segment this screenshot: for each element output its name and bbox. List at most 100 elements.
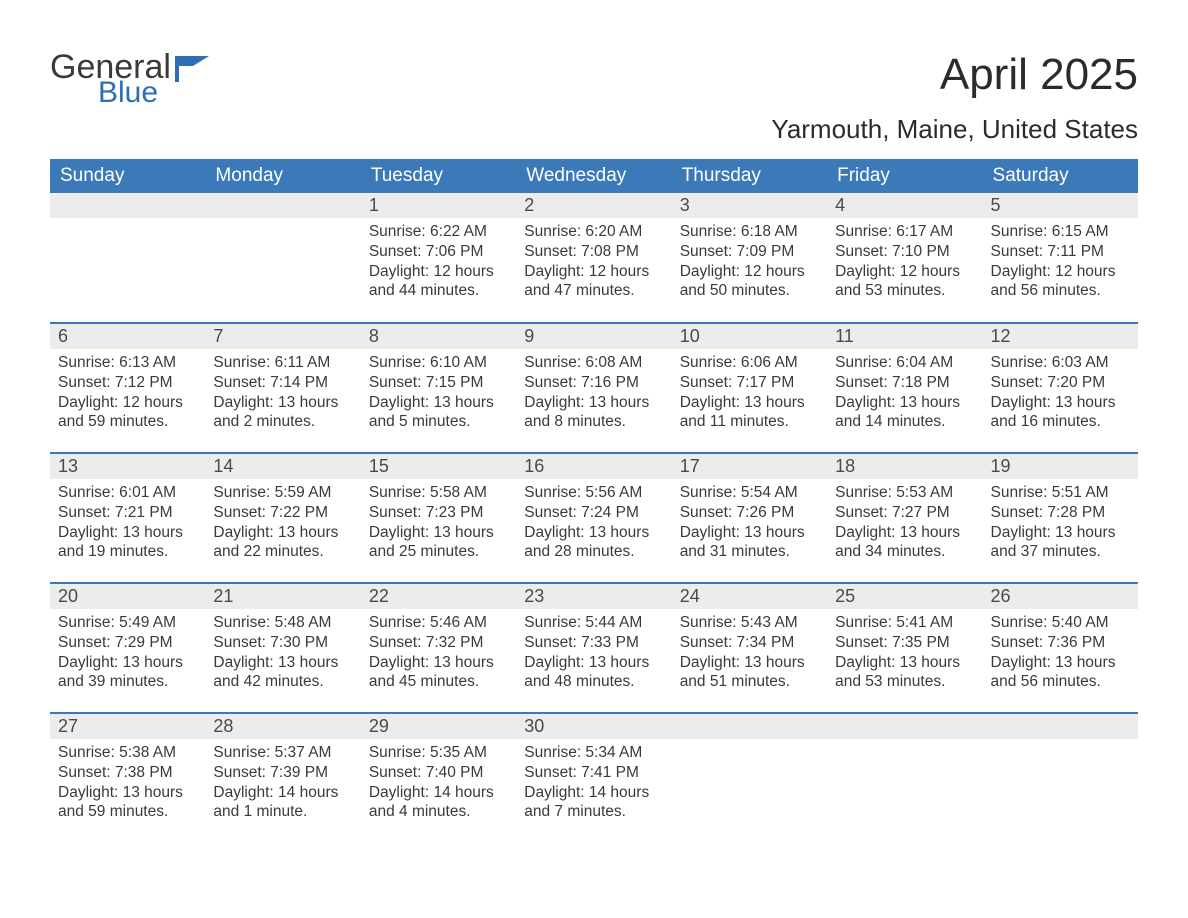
- day-number: 18: [827, 454, 982, 479]
- location: Yarmouth, Maine, United States: [50, 114, 1138, 145]
- calendar-day-cell: 6Sunrise: 6:13 AMSunset: 7:12 PMDaylight…: [50, 323, 205, 453]
- daylight-line: Daylight: 13 hours and 22 minutes.: [213, 523, 352, 563]
- day-details: Sunrise: 6:04 AMSunset: 7:18 PMDaylight:…: [827, 349, 982, 440]
- calendar-day-cell: 7Sunrise: 6:11 AMSunset: 7:14 PMDaylight…: [205, 323, 360, 453]
- sunset-line: Sunset: 7:23 PM: [369, 503, 508, 523]
- calendar-day-cell: 8Sunrise: 6:10 AMSunset: 7:15 PMDaylight…: [361, 323, 516, 453]
- calendar-day-cell: 18 Sunrise: 5:53 AMSunset: 7:27 PMDayligh…: [827, 453, 982, 583]
- calendar-day-cell: 4Sunrise: 6:17 AMSunset: 7:10 PMDaylight…: [827, 193, 982, 323]
- day-number: 7: [205, 324, 360, 349]
- daylight-line: Daylight: 13 hours and 53 minutes.: [835, 653, 974, 693]
- calendar-day-cell: [983, 713, 1138, 843]
- calendar-day-cell: 1Sunrise: 6:22 AMSunset: 7:06 PMDaylight…: [361, 193, 516, 323]
- daylight-line: Daylight: 13 hours and 45 minutes.: [369, 653, 508, 693]
- sunrise-line: Sunrise: 5:56 AM: [524, 483, 663, 503]
- daylight-line: Daylight: 13 hours and 51 minutes.: [680, 653, 819, 693]
- calendar-day-cell: 16Sunrise: 5:56 AMSunset: 7:24 PMDayligh…: [516, 453, 671, 583]
- calendar-day-cell: 2Sunrise: 6:20 AMSunset: 7:08 PMDaylight…: [516, 193, 671, 323]
- day-details: Sunrise: 5:54 AMSunset: 7:26 PMDaylight:…: [672, 479, 827, 570]
- day-details: Sunrise: 5:38 AMSunset: 7:38 PMDaylight:…: [50, 739, 205, 830]
- day-details: Sunrise: 5:49 AMSunset: 7:29 PMDaylight:…: [50, 609, 205, 700]
- sunrise-line: Sunrise: 5:58 AM: [369, 483, 508, 503]
- day-number-bar: [205, 193, 360, 218]
- weekday-header-row: SundayMondayTuesdayWednesdayThursdayFrid…: [50, 159, 1138, 193]
- weekday-header: Tuesday: [361, 159, 516, 193]
- day-number-bar: [50, 193, 205, 218]
- sunrise-line: Sunrise: 6:15 AM: [991, 222, 1130, 242]
- calendar-week: 6Sunrise: 6:13 AMSunset: 7:12 PMDaylight…: [50, 323, 1138, 453]
- sunrise-line: Sunrise: 5:38 AM: [58, 743, 197, 763]
- sunset-line: Sunset: 7:11 PM: [991, 242, 1130, 262]
- daylight-line: Daylight: 13 hours and 56 minutes.: [991, 653, 1130, 693]
- daylight-line: Daylight: 13 hours and 25 minutes.: [369, 523, 508, 563]
- calendar-week: 20Sunrise: 5:49 AMSunset: 7:29 PMDayligh…: [50, 583, 1138, 713]
- sunset-line: Sunset: 7:10 PM: [835, 242, 974, 262]
- day-details: Sunrise: 5:56 AMSunset: 7:24 PMDaylight:…: [516, 479, 671, 570]
- daylight-line: Daylight: 12 hours and 56 minutes.: [991, 262, 1130, 302]
- sunset-line: Sunset: 7:09 PM: [680, 242, 819, 262]
- calendar-week: 27Sunrise: 5:38 AMSunset: 7:38 PMDayligh…: [50, 713, 1138, 843]
- sunset-line: Sunset: 7:32 PM: [369, 633, 508, 653]
- sunrise-line: Sunrise: 6:17 AM: [835, 222, 974, 242]
- day-details: Sunrise: 5:44 AMSunset: 7:33 PMDaylight:…: [516, 609, 671, 700]
- sunset-line: Sunset: 7:30 PM: [213, 633, 352, 653]
- weekday-header: Saturday: [983, 159, 1138, 193]
- daylight-line: Daylight: 14 hours and 7 minutes.: [524, 783, 663, 823]
- calendar-day-cell: 26Sunrise: 5:40 AMSunset: 7:36 PMDayligh…: [983, 583, 1138, 713]
- calendar-day-cell: 10Sunrise: 6:06 AMSunset: 7:17 PMDayligh…: [672, 323, 827, 453]
- weekday-header: Monday: [205, 159, 360, 193]
- day-details: Sunrise: 5:46 AMSunset: 7:32 PMDaylight:…: [361, 609, 516, 700]
- day-details: Sunrise: 5:59 AMSunset: 7:22 PMDaylight:…: [205, 479, 360, 570]
- sunrise-line: Sunrise: 5:53 AM: [835, 483, 974, 503]
- day-number: 6: [50, 324, 205, 349]
- daylight-line: Daylight: 12 hours and 44 minutes.: [369, 262, 508, 302]
- day-number: 14: [205, 454, 360, 479]
- day-number: 29: [361, 714, 516, 739]
- sunset-line: Sunset: 7:20 PM: [991, 373, 1130, 393]
- day-details: Sunrise: 6:13 AMSunset: 7:12 PMDaylight:…: [50, 349, 205, 440]
- calendar-day-cell: [205, 193, 360, 323]
- sunset-line: Sunset: 7:38 PM: [58, 763, 197, 783]
- calendar-day-cell: 15 Sunrise: 5:58 AMSunset: 7:23 PMDayligh…: [361, 453, 516, 583]
- sunset-line: Sunset: 7:27 PM: [835, 503, 974, 523]
- sunset-line: Sunset: 7:21 PM: [58, 503, 197, 523]
- day-number: 24: [672, 584, 827, 609]
- sunset-line: Sunset: 7:41 PM: [524, 763, 663, 783]
- calendar-day-cell: 14Sunrise: 5:59 AMSunset: 7:22 PMDayligh…: [205, 453, 360, 583]
- daylight-line: Daylight: 13 hours and 14 minutes.: [835, 393, 974, 433]
- calendar-day-cell: 29Sunrise: 5:35 AMSunset: 7:40 PMDayligh…: [361, 713, 516, 843]
- calendar-day-cell: 12Sunrise: 6:03 AMSunset: 7:20 PMDayligh…: [983, 323, 1138, 453]
- calendar-day-cell: 20Sunrise: 5:49 AMSunset: 7:29 PMDayligh…: [50, 583, 205, 713]
- sunrise-line: Sunrise: 5:59 AM: [213, 483, 352, 503]
- day-number: 23: [516, 584, 671, 609]
- day-number: 10: [672, 324, 827, 349]
- logo: General Blue: [50, 50, 209, 108]
- day-number: 16: [516, 454, 671, 479]
- day-number: 28: [205, 714, 360, 739]
- day-details: Sunrise: 6:22 AMSunset: 7:06 PMDaylight:…: [361, 218, 516, 309]
- sunrise-line: Sunrise: 5:46 AM: [369, 613, 508, 633]
- logo-text: General Blue: [50, 50, 171, 108]
- daylight-line: Daylight: 13 hours and 16 minutes.: [991, 393, 1130, 433]
- day-number: 13: [50, 454, 205, 479]
- sunset-line: Sunset: 7:34 PM: [680, 633, 819, 653]
- calendar-day-cell: 17Sunrise: 5:54 AMSunset: 7:26 PMDayligh…: [672, 453, 827, 583]
- sunrise-line: Sunrise: 5:44 AM: [524, 613, 663, 633]
- daylight-line: Daylight: 13 hours and 11 minutes.: [680, 393, 819, 433]
- header: General Blue April 2025: [50, 50, 1138, 108]
- sunset-line: Sunset: 7:24 PM: [524, 503, 663, 523]
- daylight-line: Daylight: 13 hours and 34 minutes.: [835, 523, 974, 563]
- sunrise-line: Sunrise: 6:13 AM: [58, 353, 197, 373]
- calendar-day-cell: 24Sunrise: 5:43 AMSunset: 7:34 PMDayligh…: [672, 583, 827, 713]
- daylight-line: Daylight: 13 hours and 8 minutes.: [524, 393, 663, 433]
- sunrise-line: Sunrise: 6:18 AM: [680, 222, 819, 242]
- daylight-line: Daylight: 13 hours and 37 minutes.: [991, 523, 1130, 563]
- sunrise-line: Sunrise: 5:37 AM: [213, 743, 352, 763]
- day-number: 9: [516, 324, 671, 349]
- sunrise-line: Sunrise: 5:35 AM: [369, 743, 508, 763]
- day-number: 15: [361, 454, 516, 479]
- sunset-line: Sunset: 7:29 PM: [58, 633, 197, 653]
- calendar-day-cell: 28Sunrise: 5:37 AMSunset: 7:39 PMDayligh…: [205, 713, 360, 843]
- day-number: 12: [983, 324, 1138, 349]
- weekday-header: Wednesday: [516, 159, 671, 193]
